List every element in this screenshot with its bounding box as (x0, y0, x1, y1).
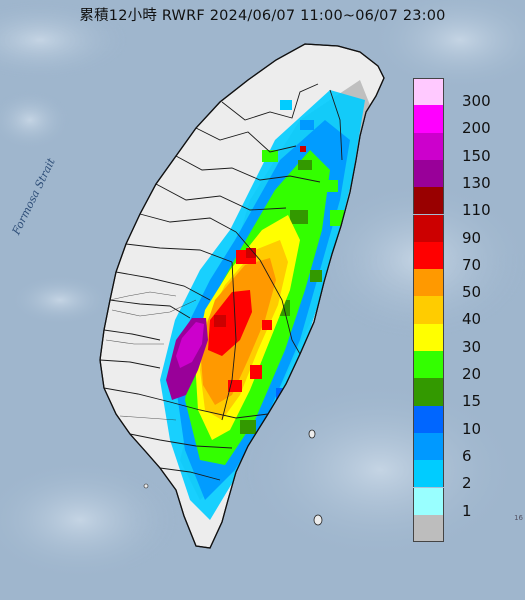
river-lines (105, 291, 197, 421)
legend-row: 15 (413, 378, 521, 410)
legend-label: 2 (462, 474, 472, 493)
legend-label: 300 (462, 92, 491, 110)
cloud-texture (0, 0, 525, 580)
legend-swatch (413, 78, 444, 106)
legend-label: 110 (462, 201, 491, 220)
legend-swatch (413, 105, 444, 133)
legend-row: 1 (413, 487, 521, 520)
legend-row: 110 (413, 187, 521, 219)
legend-row (413, 514, 521, 543)
legend-label: 1 (462, 501, 472, 520)
legend-label: 150 (462, 146, 491, 165)
legend-label: 30 (462, 337, 482, 356)
legend-swatch (413, 187, 444, 215)
legend-row: 2 (413, 460, 521, 492)
legend-row: 50 (413, 269, 521, 301)
county-boundaries (99, 83, 343, 481)
legend-label: 15 (462, 392, 482, 411)
legend-swatch (413, 269, 444, 297)
legend-row: 90 (413, 214, 521, 247)
legend-label: 90 (462, 228, 482, 247)
legend-label: 70 (462, 255, 482, 274)
legend-swatch (413, 514, 444, 543)
legend-swatch (413, 323, 444, 351)
legend-swatch (413, 378, 444, 406)
legend-row: 40 (413, 296, 521, 328)
legend-swatch (413, 351, 444, 379)
legend-row: 10 (413, 405, 521, 438)
rain-area-dark-red (214, 146, 306, 327)
legend-swatch (413, 159, 444, 188)
legend-label: 200 (462, 119, 491, 138)
legend-label: 6 (462, 446, 472, 465)
legend-swatch (413, 487, 444, 515)
rain-area-magenta (176, 322, 204, 368)
island-outline (99, 43, 385, 549)
legend-label: 10 (462, 419, 482, 438)
legend-label: 130 (462, 173, 491, 192)
legend-row: 200 (413, 105, 521, 137)
legend-swatch (413, 405, 444, 433)
legend-row: 20 (413, 351, 521, 383)
legend-swatch (413, 241, 444, 270)
orchid-island (313, 514, 323, 526)
map-title: 累積12小時 RWRF 2024/06/07 11:00~06/07 23:00 (79, 8, 446, 24)
legend-row: 300 (413, 78, 521, 110)
legend-label: 40 (462, 310, 482, 329)
rainfall-legend: 300 200 150 130 110 90 70 50 40 30 20 15 10 6 2 1 (413, 78, 521, 570)
legend-swatch (413, 432, 444, 461)
legend-label: 20 (462, 365, 482, 383)
legend-swatch (413, 460, 444, 488)
liuqiu-island (143, 483, 149, 489)
green-island (308, 429, 316, 439)
legend-row: 150 (413, 132, 521, 165)
legend-row: 70 (413, 241, 521, 274)
legend-row: 130 (413, 159, 521, 192)
legend-swatch (413, 214, 444, 242)
corner-mark: 16 (514, 514, 523, 522)
legend-swatch (413, 296, 444, 324)
legend-row: 6 (413, 432, 521, 465)
legend-label: 50 (462, 283, 482, 302)
legend-row: 30 (413, 323, 521, 356)
legend-swatch (413, 132, 444, 160)
